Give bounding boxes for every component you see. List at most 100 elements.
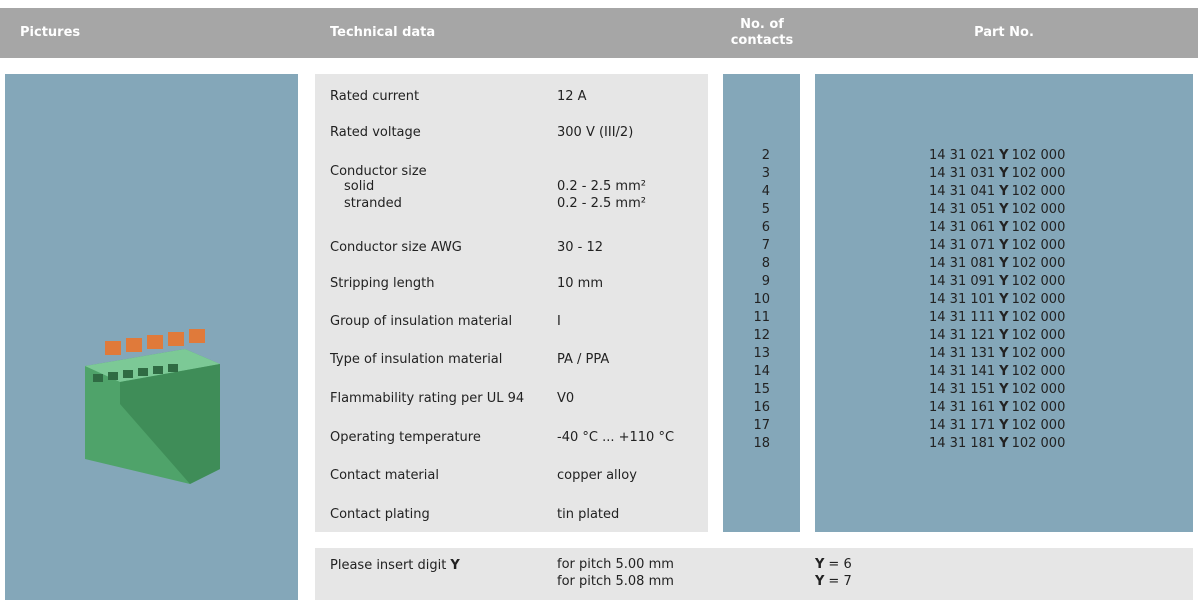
connector-image bbox=[85, 329, 220, 484]
part-prefix: 14 31 021 bbox=[929, 148, 996, 163]
tech-label: Flammability rating per UL 94 bbox=[330, 391, 525, 406]
pitch: for pitch 5.08 mm bbox=[557, 574, 674, 589]
part-suffix: 102 000 bbox=[1011, 346, 1066, 361]
part-prefix: 14 31 051 bbox=[929, 202, 996, 217]
tech-sub-value: 0.2 - 2.5 mm² bbox=[557, 196, 646, 211]
part-number: 14 31 041 Y 102 000 bbox=[929, 183, 1065, 201]
contact-count: 12 bbox=[753, 328, 770, 343]
part-suffix: 102 000 bbox=[1011, 436, 1066, 451]
part-digit: Y bbox=[999, 238, 1009, 253]
contact-count: 8 bbox=[761, 256, 770, 271]
part-digit: Y bbox=[999, 310, 1009, 325]
part-suffix: 102 000 bbox=[1011, 418, 1066, 433]
part-suffix: 102 000 bbox=[1011, 220, 1066, 235]
note-panel bbox=[315, 548, 1193, 600]
part-digit: Y bbox=[999, 184, 1009, 199]
tech-value: 12 A bbox=[557, 89, 587, 104]
part-suffix: 102 000 bbox=[1011, 238, 1066, 253]
contact-count: 15 bbox=[753, 382, 770, 397]
part-suffix: 102 000 bbox=[1011, 364, 1066, 379]
part-number: 14 31 021 Y 102 000 bbox=[929, 147, 1065, 165]
tech-value: copper alloy bbox=[557, 468, 637, 483]
part-digit: Y bbox=[999, 292, 1009, 307]
part-suffix: 102 000 bbox=[1011, 310, 1066, 325]
header-bar bbox=[0, 8, 1198, 58]
note-text: Please insert digit bbox=[330, 558, 447, 573]
part-digit: Y bbox=[999, 418, 1009, 433]
tech-value: 10 mm bbox=[557, 276, 604, 291]
part-suffix: 102 000 bbox=[1011, 184, 1066, 199]
tech-value: 300 V (III/2) bbox=[557, 125, 634, 140]
part-digit: Y bbox=[999, 202, 1009, 217]
contact-count: 13 bbox=[753, 346, 770, 361]
tech-value: V0 bbox=[557, 391, 575, 406]
note-label: Please insert digit Y bbox=[330, 557, 460, 575]
contact-count: 18 bbox=[753, 436, 770, 451]
part-prefix: 14 31 151 bbox=[929, 382, 996, 397]
tech-label: Rated voltage bbox=[330, 125, 421, 140]
part-digit: Y bbox=[999, 274, 1009, 289]
part-digit: Y bbox=[999, 436, 1009, 451]
digit-value: = 7 bbox=[828, 574, 852, 589]
pitch-digit: Y = 6 bbox=[815, 557, 852, 573]
tech-label: Stripping length bbox=[330, 276, 435, 291]
part-prefix: 14 31 161 bbox=[929, 400, 996, 415]
contact-count: 14 bbox=[753, 364, 770, 379]
part-number: 14 31 151 Y 102 000 bbox=[929, 381, 1065, 399]
part-prefix: 14 31 121 bbox=[929, 328, 996, 343]
tech-label: Rated current bbox=[330, 89, 420, 104]
part-suffix: 102 000 bbox=[1011, 382, 1066, 397]
part-number: 14 31 101 Y 102 000 bbox=[929, 291, 1065, 309]
part-prefix: 14 31 031 bbox=[929, 166, 996, 181]
tech-sub-value: 0.2 - 2.5 mm² bbox=[557, 179, 646, 194]
header-part: Part No. bbox=[974, 25, 1034, 40]
part-prefix: 14 31 111 bbox=[929, 310, 996, 325]
part-digit: Y bbox=[999, 328, 1009, 343]
contact-count: 4 bbox=[761, 184, 770, 199]
contact-count: 6 bbox=[761, 220, 770, 235]
technical-panel bbox=[315, 74, 708, 532]
part-suffix: 102 000 bbox=[1011, 256, 1066, 271]
part-digit: Y bbox=[999, 346, 1009, 361]
tech-label: Group of insulation material bbox=[330, 314, 513, 329]
digit-value: = 6 bbox=[828, 557, 852, 572]
part-prefix: 14 31 061 bbox=[929, 220, 996, 235]
tech-label: Contact plating bbox=[330, 507, 430, 522]
tech-sub-label: stranded bbox=[344, 196, 402, 211]
contact-count: 7 bbox=[761, 238, 770, 253]
tech-value: 30 - 12 bbox=[557, 240, 604, 255]
contact-count: 17 bbox=[753, 418, 770, 433]
part-digit: Y bbox=[999, 256, 1009, 271]
part-number: 14 31 071 Y 102 000 bbox=[929, 237, 1065, 255]
part-prefix: 14 31 041 bbox=[929, 184, 996, 199]
tech-label: Operating temperature bbox=[330, 430, 481, 445]
part-panel bbox=[815, 74, 1193, 532]
tech-label: Type of insulation material bbox=[330, 352, 503, 367]
part-number: 14 31 141 Y 102 000 bbox=[929, 363, 1065, 381]
part-prefix: 14 31 091 bbox=[929, 274, 996, 289]
part-suffix: 102 000 bbox=[1011, 328, 1066, 343]
digit: Y bbox=[815, 574, 825, 589]
part-number: 14 31 111 Y 102 000 bbox=[929, 309, 1065, 327]
part-suffix: 102 000 bbox=[1011, 400, 1066, 415]
part-number: 14 31 091 Y 102 000 bbox=[929, 273, 1065, 291]
part-digit: Y bbox=[999, 400, 1009, 415]
contact-count: 11 bbox=[753, 310, 770, 325]
picture-panel bbox=[5, 74, 298, 600]
part-prefix: 14 31 171 bbox=[929, 418, 996, 433]
part-prefix: 14 31 141 bbox=[929, 364, 996, 379]
digit: Y bbox=[815, 557, 825, 572]
tech-label: Contact material bbox=[330, 468, 439, 483]
part-number: 14 31 131 Y 102 000 bbox=[929, 345, 1065, 363]
part-digit: Y bbox=[999, 220, 1009, 235]
tech-value: -40 °C ... +110 °C bbox=[557, 430, 675, 445]
tech-label: Conductor size bbox=[330, 164, 427, 179]
part-number: 14 31 181 Y 102 000 bbox=[929, 435, 1065, 453]
contact-count: 10 bbox=[753, 292, 770, 307]
part-digit: Y bbox=[999, 166, 1009, 181]
header-pictures: Pictures bbox=[20, 25, 81, 40]
contact-count: 2 bbox=[761, 148, 770, 163]
part-suffix: 102 000 bbox=[1011, 274, 1066, 289]
part-suffix: 102 000 bbox=[1011, 166, 1066, 181]
tech-label: Conductor size AWG bbox=[330, 240, 462, 255]
